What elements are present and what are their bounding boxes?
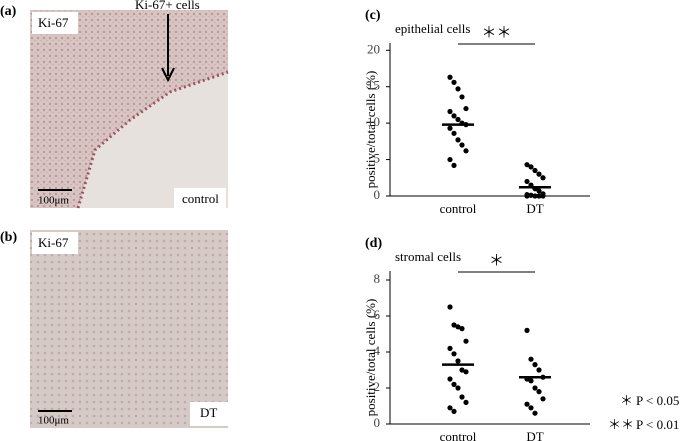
dot: [459, 367, 465, 373]
dot: [451, 162, 457, 168]
dot: [540, 396, 546, 402]
y-tick-label: 8: [374, 271, 381, 286]
dot: [463, 399, 469, 405]
dot: [447, 304, 453, 310]
key-text: P < 0.05: [636, 393, 679, 408]
label-box: [190, 402, 228, 426]
dot: [447, 74, 453, 80]
dot: [528, 356, 534, 362]
dot: [532, 167, 538, 174]
dot: [451, 113, 457, 119]
label-box: [32, 12, 78, 34]
y-axis-label: positive/total cells (%): [363, 71, 378, 189]
dot: [451, 381, 457, 387]
panel-label: (b): [0, 230, 17, 245]
dot: [459, 326, 465, 332]
condition-label: control: [182, 191, 219, 206]
dot: [524, 178, 530, 185]
x-tick-label: DT: [526, 201, 543, 216]
y-tick-label: 0: [374, 415, 381, 430]
dot: [447, 345, 453, 351]
lumen: [78, 72, 228, 208]
dot: [447, 125, 453, 131]
y-tick-label: 10: [367, 114, 380, 129]
y-tick-label: 6: [374, 307, 381, 322]
x-tick-label: DT: [526, 429, 543, 441]
dot: [447, 405, 453, 411]
dot: [524, 162, 530, 168]
dot: [524, 193, 530, 199]
dot: [455, 385, 461, 391]
y-tick-label: 0: [374, 187, 381, 202]
dot: [536, 367, 542, 373]
dot: [451, 408, 457, 414]
dot: [463, 369, 469, 375]
dot: [528, 164, 534, 170]
dot: [447, 376, 453, 382]
dot: [455, 116, 461, 123]
x-tick-label: control: [440, 201, 477, 216]
dot: [463, 338, 469, 344]
dot: [455, 358, 461, 364]
dot: [536, 171, 542, 177]
annotation: Ki-67+ cells: [135, 0, 200, 12]
key-symbol: ＊＊: [608, 417, 634, 432]
dot: [524, 401, 530, 407]
y-tick-label: 5: [374, 151, 381, 166]
y-tick-label: 4: [374, 343, 381, 358]
dot: [459, 394, 465, 400]
key-symbol: ＊: [620, 393, 633, 408]
epithelium: [76, 70, 229, 209]
x-tick-label: control: [440, 429, 477, 441]
significance: ＊: [489, 253, 504, 269]
dot: [455, 324, 461, 330]
condition-label: DT: [200, 405, 217, 420]
dot: [455, 137, 461, 143]
marker-label: Ki-67: [38, 235, 69, 250]
dot: [532, 362, 538, 368]
dot: [455, 86, 461, 92]
dot: [536, 389, 542, 395]
dot: [451, 322, 457, 328]
dot: [451, 351, 457, 357]
chart-title: epithelial cells: [395, 21, 470, 36]
scale-label: 100μm: [38, 415, 69, 427]
dot: [528, 378, 534, 384]
dot: [536, 193, 542, 199]
dot: [459, 94, 465, 100]
label-box: [32, 232, 78, 254]
dot: [532, 385, 538, 391]
dot: [528, 192, 534, 198]
y-tick-label: 15: [367, 78, 380, 93]
dot: [451, 130, 457, 136]
dot: [540, 193, 546, 199]
dot: [459, 142, 465, 148]
chart-title: stromal cells: [395, 249, 461, 264]
dot: [524, 327, 530, 333]
marker-label: Ki-67: [38, 15, 69, 30]
y-tick-label: 20: [367, 41, 380, 56]
key-text: P < 0.01: [636, 417, 679, 432]
dot: [528, 405, 534, 411]
arrow-head: [161, 67, 175, 83]
dot: [463, 148, 469, 154]
dot: [451, 79, 457, 85]
panel-label: (d): [365, 236, 382, 251]
dot: [532, 410, 538, 416]
dot: [463, 105, 469, 112]
scale-label: 100μm: [38, 195, 69, 207]
panel-label: (a): [0, 4, 17, 19]
y-axis-label: positive/total cells (%): [363, 299, 378, 417]
micrograph: [30, 230, 228, 428]
significance: ＊＊: [481, 25, 511, 41]
panel-label: (c): [365, 8, 381, 23]
dot: [532, 193, 538, 199]
dot: [540, 175, 546, 181]
label-box: [174, 188, 226, 210]
y-tick-label: 2: [374, 379, 381, 394]
dot: [447, 108, 453, 115]
dot: [536, 188, 542, 194]
dot: [447, 156, 453, 163]
